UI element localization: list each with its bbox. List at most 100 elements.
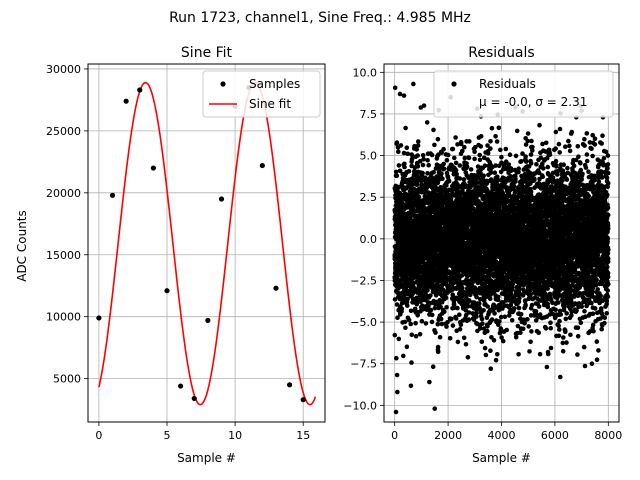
figure: Run 1723, channel1, Sine Freq.: 4.985 MH… [0,0,640,480]
residual-point [405,145,410,150]
residual-point [416,139,421,144]
residual-point [453,135,458,140]
residual-point [514,154,519,159]
residual-point [425,158,430,163]
x-tick-label: 15 [296,429,310,442]
residual-point [421,157,426,162]
sine-fit-title: Sine Fit [181,45,233,61]
residual-point [504,147,509,152]
residual-point [516,352,521,357]
residual-point [440,176,445,181]
sample-point [301,397,306,402]
residual-point [474,311,479,316]
residual-point [399,143,404,148]
residual-point [441,162,446,167]
residual-point [415,153,420,158]
residual-point [513,177,518,182]
residual-point [510,318,515,323]
residual-point [459,322,464,327]
residual-point [438,335,443,340]
residual-point [454,316,459,321]
residual-point [521,327,526,332]
residual-point [458,176,463,181]
residual-point [416,164,421,169]
residual-point [512,184,517,189]
residual-point [458,327,463,332]
residual-point [397,337,402,342]
residual-point [395,373,400,378]
residual-point [428,293,433,298]
residual-point [501,339,506,344]
y-tick-label: 30000 [46,63,81,76]
residual-point [393,86,398,91]
residual-point [393,333,398,338]
residual-point [488,139,493,144]
residual-point [519,312,524,317]
sample-point [96,315,101,320]
residual-point [416,143,421,148]
x-tick-label: 10 [228,429,242,442]
residual-point [504,328,509,333]
residual-point [499,155,504,160]
residual-point [508,152,513,157]
residual-point [421,153,426,158]
residual-point [497,126,502,131]
y-tick-label: 10000 [46,311,81,324]
residual-point [488,146,493,151]
sample-point [205,318,210,323]
x-tick-label: 5 [164,429,171,442]
residual-point [503,315,508,320]
residual-point [517,306,522,311]
y-tick-label: 25000 [46,125,81,138]
residual-point [462,336,467,341]
y-tick-label: 15000 [46,249,81,262]
residual-point [486,151,491,156]
residual-point [490,317,495,322]
residual-point [418,332,423,337]
residual-point [444,324,449,329]
residual-point [454,161,459,166]
residual-point [495,352,500,357]
residual-point [442,309,447,314]
residual-point [480,321,485,326]
residual-point [493,134,498,139]
residual-point [523,303,528,308]
residual-point [403,126,408,131]
residual-point [410,333,415,338]
residual-point [494,358,499,363]
residual-point [439,171,444,176]
residual-point [479,144,484,149]
residual-point [436,350,441,355]
residual-point [400,306,405,311]
sine-fit-ylabel: ADC Counts [15,210,29,282]
residual-point [444,305,449,310]
residual-point [467,139,472,144]
residual-point [469,167,474,172]
residual-point [523,154,528,159]
residual-point [425,120,430,125]
residual-point [413,321,418,326]
residual-point [492,338,497,343]
residual-point [493,170,498,175]
residual-point [472,157,477,162]
residual-point [456,340,461,345]
residual-point [484,353,489,358]
residual-point [498,148,503,153]
residual-point [396,149,401,154]
sample-point [273,286,278,291]
residual-point [516,166,521,171]
residual-point [489,170,494,175]
residual-point [409,360,414,365]
residual-point [408,322,413,327]
residual-point [462,145,467,150]
residual-point [495,139,500,144]
residual-point [397,163,402,168]
sample-point [178,383,183,388]
residual-point [485,329,490,334]
sample-point [164,288,169,293]
residual-point [446,153,451,158]
residual-point [426,163,431,168]
residual-point [414,334,419,339]
sample-point [124,99,129,104]
